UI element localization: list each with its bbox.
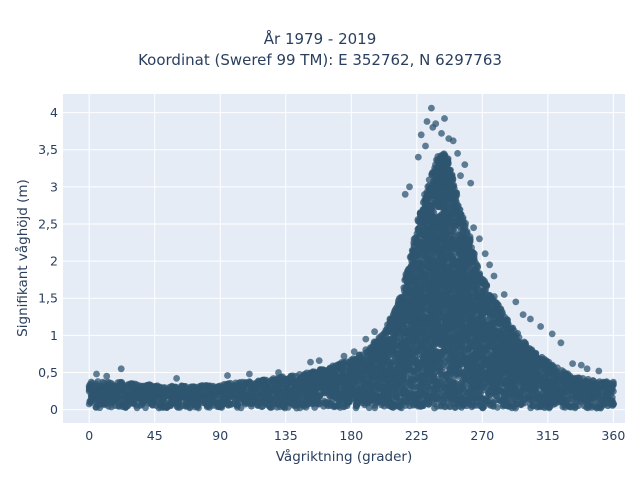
data-point	[176, 404, 184, 411]
data-point	[450, 182, 458, 189]
data-point	[466, 233, 474, 241]
data-point	[447, 175, 455, 183]
points-layer	[85, 104, 617, 412]
data-point	[469, 249, 477, 257]
chart-title-line-1: År 1979 - 2019	[263, 30, 377, 48]
data-point	[456, 206, 464, 214]
chart-title-line-2: Koordinat (Sweref 99 TM): E 352762, N 62…	[138, 51, 502, 69]
data-point	[444, 155, 451, 163]
data-point	[452, 189, 459, 197]
data-point	[142, 404, 149, 412]
data-point	[460, 382, 468, 390]
